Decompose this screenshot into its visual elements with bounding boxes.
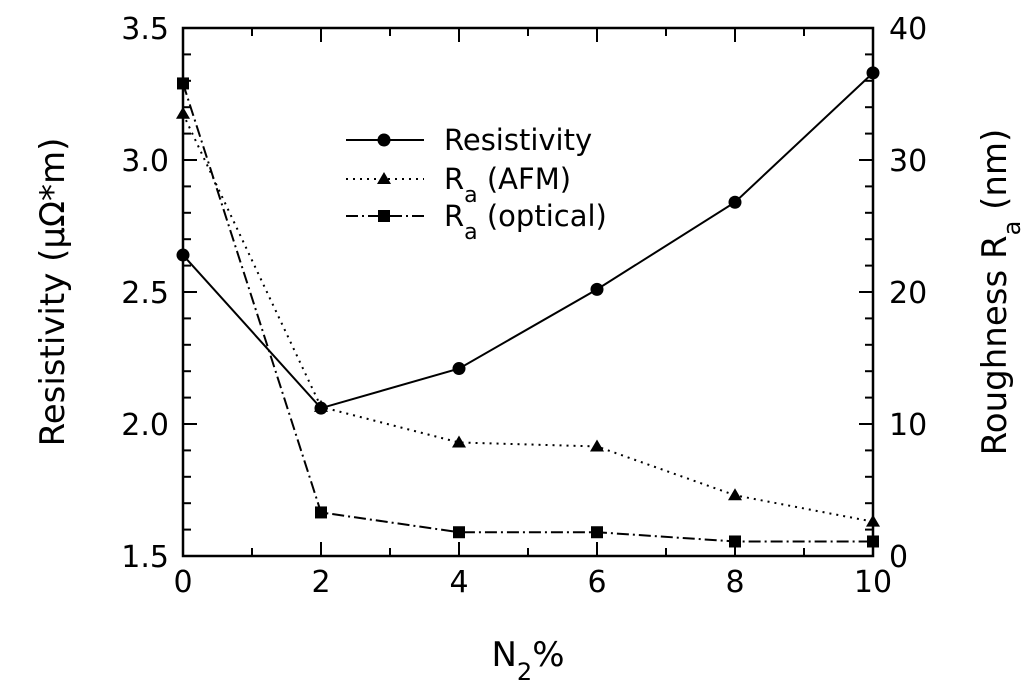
data-point-circle (590, 282, 604, 296)
y-axis-left-title: Resistivity (μΩ*m) (33, 138, 73, 447)
legend: Resistivity Ra (AFM) Ra (optical) (346, 123, 607, 245)
data-point-circle (728, 195, 742, 209)
x-axis-title: N2% (491, 635, 564, 686)
x-tick-label: 6 (587, 565, 606, 600)
x-tick-label: 2 (311, 565, 330, 600)
data-point-triangle (866, 514, 880, 527)
series-lines (182, 72, 874, 543)
data-point-triangle (176, 106, 190, 119)
data-point-circle (866, 66, 880, 80)
plot-frame (181, 26, 875, 558)
legend-marker-triangle (377, 172, 391, 184)
y-axis-right-title: Roughness Ra (nm) (975, 129, 1026, 456)
data-point-square (867, 535, 879, 548)
y-right-tick-label: 0 (889, 540, 908, 575)
data-point-square (177, 77, 189, 90)
data-point-square (315, 506, 327, 519)
data-point-square (453, 526, 465, 539)
y-left-tick-label: 3.5 (121, 12, 169, 47)
y-right-tick-label: 20 (889, 276, 927, 311)
data-point-triangle (728, 488, 742, 501)
x-tick-label: 4 (449, 565, 468, 600)
legend-label-resistivity: Resistivity (444, 123, 592, 157)
legend-marker-square (378, 210, 390, 222)
y-left-tick-label: 2.0 (121, 408, 169, 443)
y-left-tick-label: 3.0 (121, 144, 169, 179)
axis-ticks (182, 27, 874, 557)
y-right-tick-label: 40 (889, 12, 927, 47)
data-point-circle (452, 362, 466, 376)
x-tick-label: 0 (173, 565, 192, 600)
legend-label-optical: Ra (optical) (444, 199, 607, 245)
y-left-tick-label: 2.5 (121, 276, 169, 311)
series-markers (176, 66, 880, 548)
legend-item-resistivity: Resistivity (346, 123, 592, 157)
y-right-tick-label: 10 (889, 408, 927, 443)
data-point-triangle (452, 435, 466, 448)
legend-label-afm: Ra (AFM) (444, 162, 571, 208)
data-point-circle (176, 248, 190, 262)
data-point-square (591, 526, 603, 539)
x-tick-label: 8 (725, 565, 744, 600)
data-point-square (729, 535, 741, 548)
x-tick-label: 10 (854, 565, 892, 600)
legend-marker-circle (377, 133, 391, 147)
y-left-tick-label: 1.5 (121, 540, 169, 575)
data-point-triangle (314, 399, 328, 412)
data-point-triangle (590, 439, 604, 452)
series-line-2 (182, 83, 873, 543)
legend-item-optical: Ra (optical) (346, 199, 607, 245)
series-line-0 (182, 72, 874, 410)
legend-item-afm: Ra (AFM) (346, 162, 571, 208)
y-right-tick-label: 30 (889, 144, 927, 179)
